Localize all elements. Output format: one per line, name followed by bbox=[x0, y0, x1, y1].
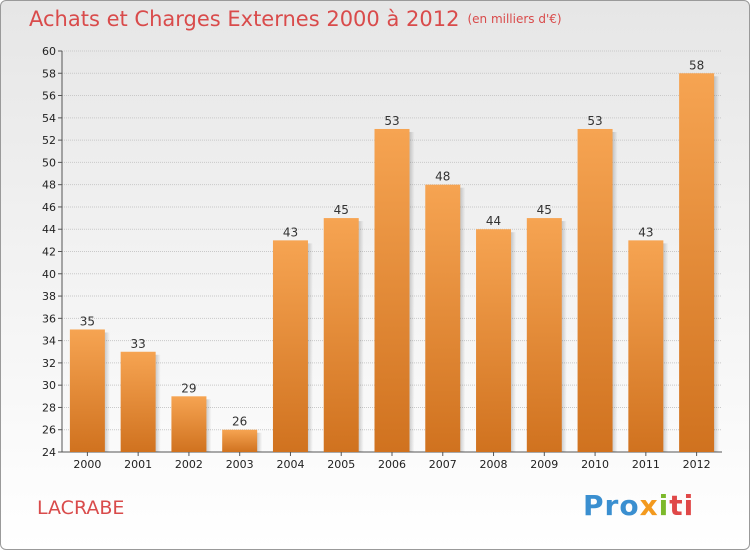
bar bbox=[120, 351, 156, 452]
bar bbox=[526, 218, 562, 452]
bar-value-label: 45 bbox=[334, 203, 349, 217]
x-tick-label: 2010 bbox=[581, 458, 609, 471]
bar-shadow bbox=[663, 243, 669, 452]
logo-part-1: Pro bbox=[583, 489, 640, 522]
bar-shadow bbox=[561, 221, 567, 452]
bar-shadow bbox=[104, 332, 110, 452]
title-text: Achats et Charges Externes 2000 à 2012 bbox=[29, 7, 460, 31]
chart-title: Achats et Charges Externes 2000 à 2012 (e… bbox=[29, 7, 562, 31]
bar-value-label: 26 bbox=[232, 415, 247, 429]
x-tick-label: 2011 bbox=[632, 458, 660, 471]
bar-shadow bbox=[612, 131, 618, 452]
y-tick-label: 46 bbox=[42, 201, 56, 214]
y-tick-label: 54 bbox=[42, 112, 56, 125]
bar bbox=[425, 184, 461, 452]
bar-shadow bbox=[409, 131, 415, 452]
y-tick-label: 58 bbox=[42, 67, 56, 80]
bar bbox=[222, 429, 258, 452]
bar bbox=[69, 329, 105, 452]
title-unit: (en milliers d'€) bbox=[467, 12, 562, 26]
y-tick-label: 30 bbox=[42, 379, 56, 392]
bar-value-label: 45 bbox=[537, 203, 552, 217]
bar bbox=[679, 73, 715, 453]
x-tick-label: 2000 bbox=[73, 458, 101, 471]
x-tick-label: 2007 bbox=[429, 458, 457, 471]
y-tick-label: 36 bbox=[42, 312, 56, 325]
logo-part-3: i bbox=[658, 489, 670, 522]
y-tick-label: 48 bbox=[42, 179, 56, 192]
bar-value-label: 53 bbox=[384, 114, 399, 128]
bar bbox=[577, 128, 613, 452]
y-tick-label: 26 bbox=[42, 424, 56, 437]
bar bbox=[323, 218, 359, 452]
bar-shadow bbox=[155, 354, 161, 452]
x-tick-label: 2005 bbox=[327, 458, 355, 471]
y-tick-label: 60 bbox=[42, 45, 56, 58]
bar-shadow bbox=[358, 221, 364, 452]
y-tick-label: 56 bbox=[42, 90, 56, 103]
bar-value-label: 29 bbox=[181, 381, 196, 395]
bar bbox=[476, 229, 512, 452]
bar-shadow bbox=[714, 76, 720, 453]
bar-value-label: 48 bbox=[435, 170, 450, 184]
bar-value-label: 43 bbox=[638, 225, 653, 239]
bar-value-label: 53 bbox=[587, 114, 602, 128]
y-tick-label: 24 bbox=[42, 446, 56, 459]
bar-shadow bbox=[206, 399, 212, 452]
y-tick-label: 42 bbox=[42, 246, 56, 259]
proxiti-logo: Proxiti bbox=[583, 489, 694, 522]
x-tick-label: 2001 bbox=[124, 458, 152, 471]
y-tick-label: 28 bbox=[42, 401, 56, 414]
commune-name: LACRABE bbox=[37, 497, 125, 519]
x-tick-label: 2006 bbox=[378, 458, 406, 471]
y-tick-label: 38 bbox=[42, 290, 56, 303]
x-tick-label: 2004 bbox=[276, 458, 304, 471]
logo-part-2: x bbox=[639, 489, 659, 522]
bar-value-label: 44 bbox=[486, 214, 501, 228]
bar-value-label: 43 bbox=[283, 225, 298, 239]
x-tick-label: 2003 bbox=[226, 458, 254, 471]
y-tick-label: 44 bbox=[42, 223, 56, 236]
x-tick-label: 2002 bbox=[175, 458, 203, 471]
bar bbox=[374, 128, 410, 452]
y-tick-label: 52 bbox=[42, 134, 56, 147]
x-tick-label: 2009 bbox=[530, 458, 558, 471]
logo-part-4: ti bbox=[669, 489, 695, 522]
bar-value-label: 58 bbox=[689, 58, 704, 72]
bar-value-label: 33 bbox=[131, 337, 146, 351]
x-tick-label: 2008 bbox=[480, 458, 508, 471]
y-tick-label: 32 bbox=[42, 357, 56, 370]
bar bbox=[272, 240, 308, 452]
y-tick-label: 34 bbox=[42, 335, 56, 348]
bar bbox=[628, 240, 664, 452]
bar-shadow bbox=[460, 187, 466, 452]
y-tick-label: 40 bbox=[42, 268, 56, 281]
bar-shadow bbox=[511, 232, 517, 452]
bar bbox=[171, 396, 207, 452]
bar-shadow bbox=[257, 432, 263, 452]
y-tick-label: 50 bbox=[42, 156, 56, 169]
bar-value-label: 35 bbox=[80, 314, 95, 328]
bar-shadow bbox=[307, 243, 313, 452]
x-tick-label: 2012 bbox=[683, 458, 711, 471]
